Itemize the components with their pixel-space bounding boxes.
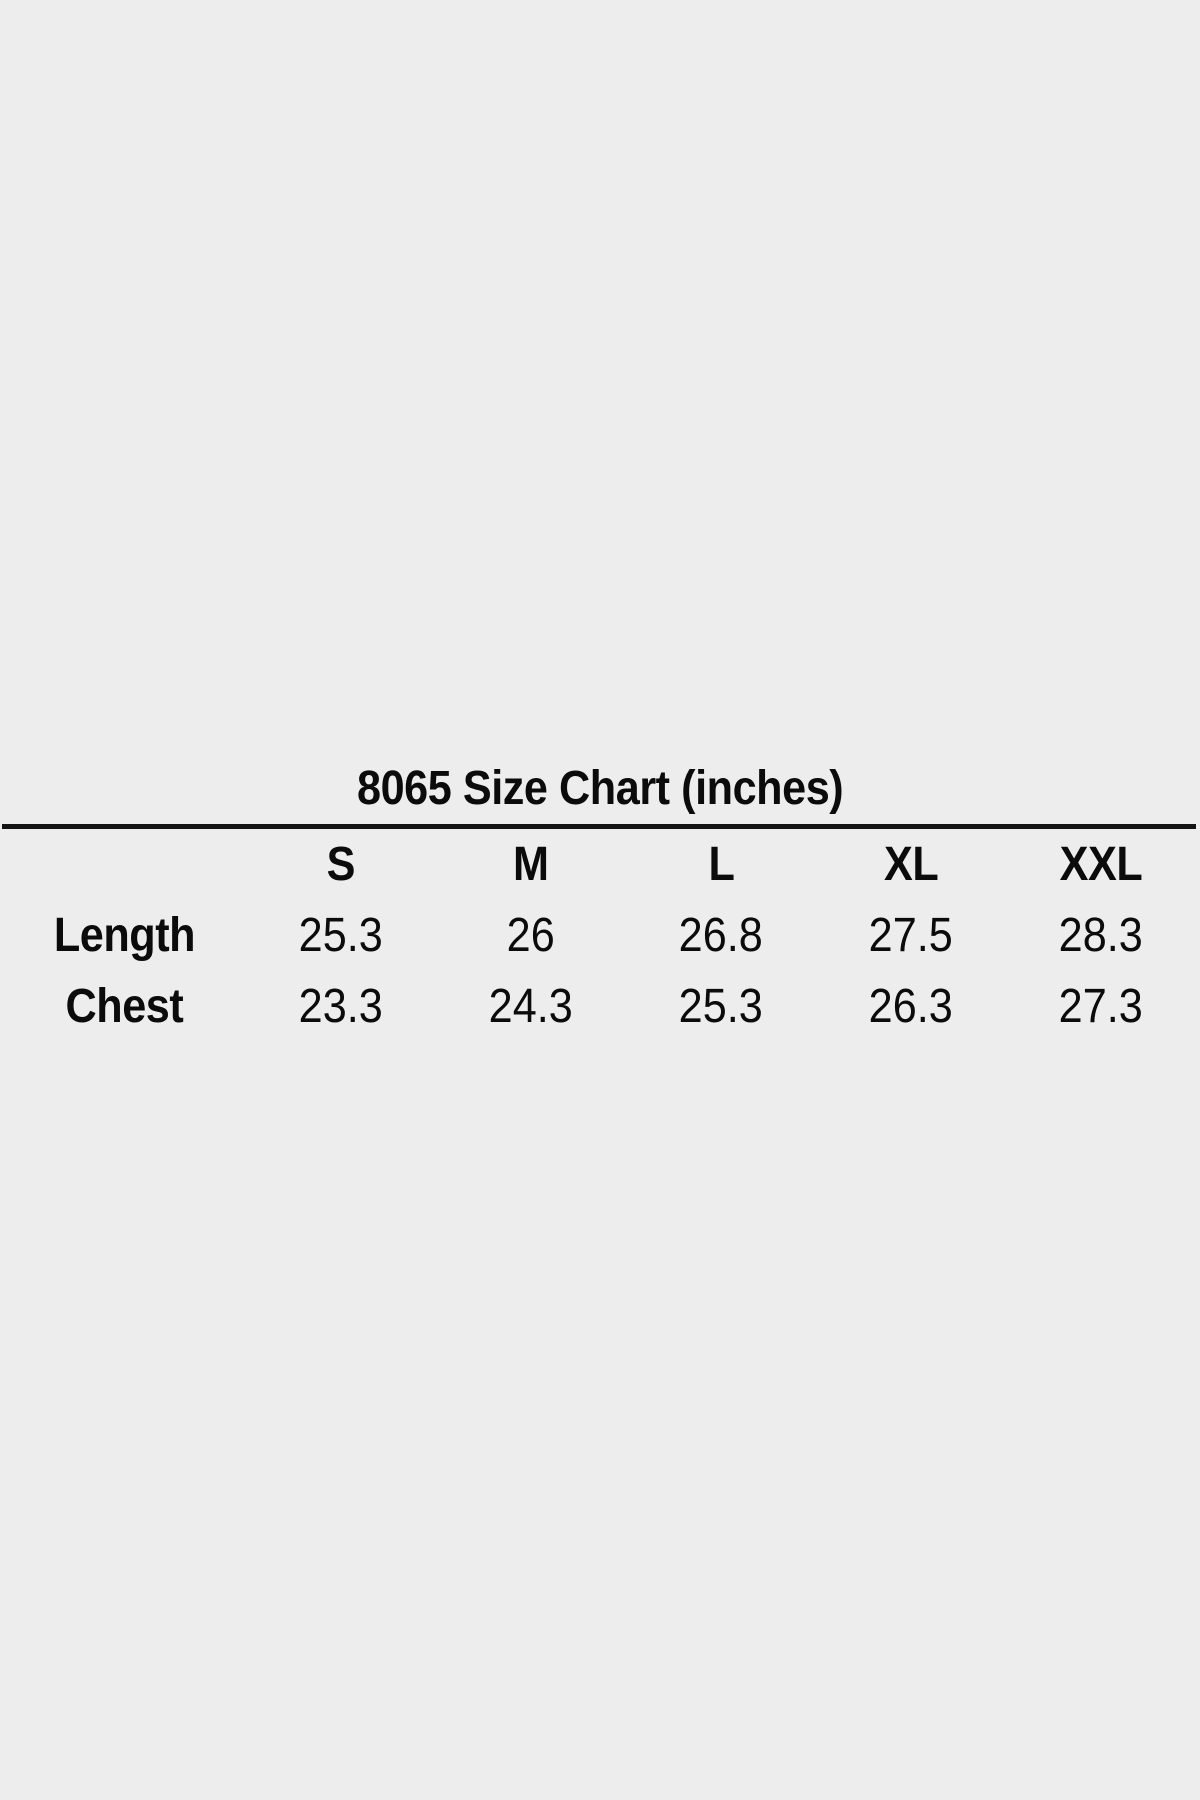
size-column-s: S xyxy=(246,841,436,889)
chest-value-xxl: 27.3 xyxy=(1006,983,1196,1031)
chest-value-m: 24.3 xyxy=(436,983,626,1031)
length-value-l: 26.8 xyxy=(626,912,816,960)
size-column-xl: XL xyxy=(816,841,1006,889)
size-column-m: M xyxy=(436,841,626,889)
chest-value-s: 23.3 xyxy=(246,983,436,1031)
length-value-xl: 27.5 xyxy=(816,912,1006,960)
table-row-length: Length 25.3 26 26.8 27.5 28.3 xyxy=(2,912,1196,960)
length-value-m: 26 xyxy=(436,912,626,960)
length-value-l-text: 26.8 xyxy=(678,909,764,962)
row-chest-label-cell: Chest xyxy=(2,983,246,1031)
size-header-row: S M L XL XXL xyxy=(2,841,1196,889)
size-chart-title: 8065 Size Chart (inches) xyxy=(0,765,1200,813)
length-value-s: 25.3 xyxy=(246,912,436,960)
chest-value-s-text: 23.3 xyxy=(298,980,384,1033)
chest-value-l: 25.3 xyxy=(626,983,816,1031)
chest-value-m-text: 24.3 xyxy=(488,980,574,1033)
row-length-label-cell: Length xyxy=(2,912,246,960)
chest-value-xl-text: 26.3 xyxy=(868,980,954,1033)
size-column-l: L xyxy=(626,841,816,889)
chest-value-xl: 26.3 xyxy=(816,983,1006,1031)
size-column-s-label: S xyxy=(326,838,356,891)
length-value-s-text: 25.3 xyxy=(298,909,384,962)
size-column-l-label: L xyxy=(708,838,734,891)
row-chest-label: Chest xyxy=(65,980,183,1033)
size-column-m-label: M xyxy=(513,838,549,891)
table-row-chest: Chest 23.3 24.3 25.3 26.3 27.3 xyxy=(2,983,1196,1031)
size-chart-title-text: 8065 Size Chart (inches) xyxy=(356,762,844,815)
length-value-m-text: 26 xyxy=(506,909,556,962)
chest-value-l-text: 25.3 xyxy=(678,980,764,1033)
header-label-spacer xyxy=(2,841,246,889)
size-column-xxl-label: XXL xyxy=(1059,838,1143,891)
length-value-xxl-text: 28.3 xyxy=(1058,909,1144,962)
chest-value-xxl-text: 27.3 xyxy=(1058,980,1144,1033)
length-value-xxl: 28.3 xyxy=(1006,912,1196,960)
title-divider xyxy=(2,824,1196,829)
size-column-xxl: XXL xyxy=(1006,841,1196,889)
size-column-xl-label: XL xyxy=(883,838,939,891)
length-value-xl-text: 27.5 xyxy=(868,909,954,962)
row-length-label: Length xyxy=(53,909,195,962)
